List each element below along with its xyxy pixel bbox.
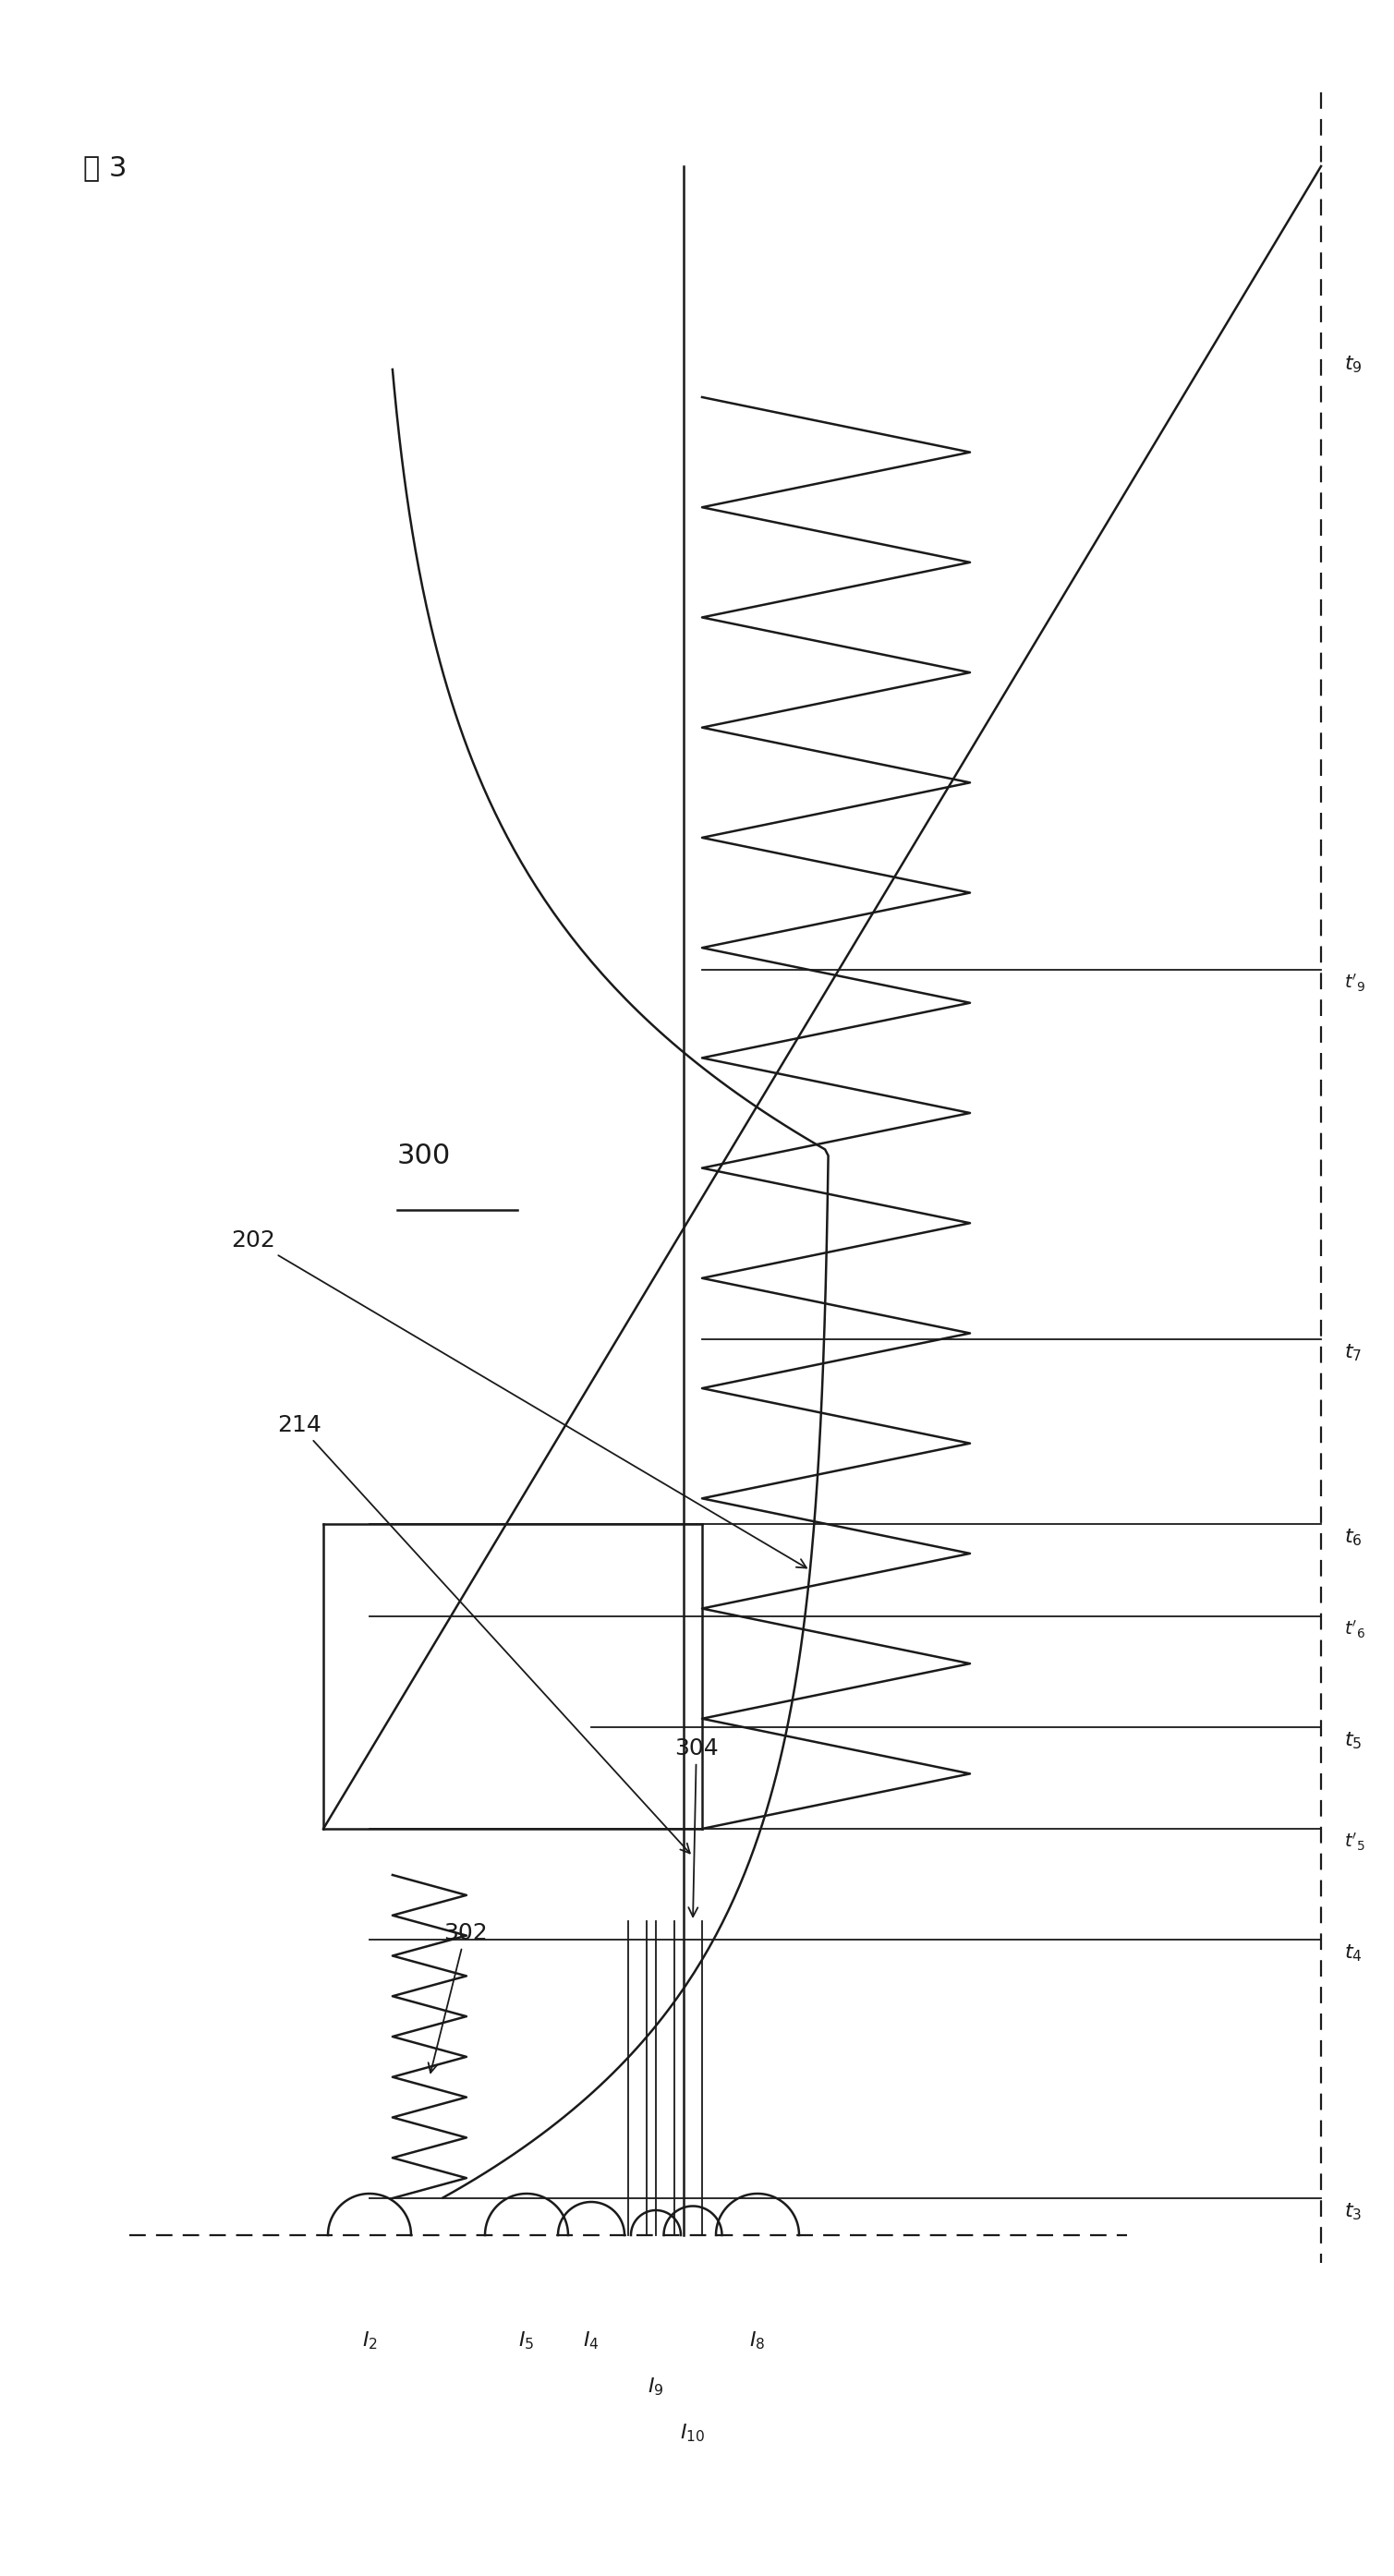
Text: $I_4$: $I_4$ (583, 2329, 599, 2352)
Text: 202: 202 (231, 1229, 807, 1569)
Text: 302: 302 (428, 1922, 488, 2074)
Text: $t'_9$: $t'_9$ (1344, 971, 1366, 994)
Text: $t'_5$: $t'_5$ (1344, 1832, 1365, 1852)
Text: 300: 300 (397, 1144, 452, 1170)
Text: $t_3$: $t_3$ (1344, 2200, 1362, 2223)
Text: 214: 214 (277, 1414, 690, 1852)
Text: $t_4$: $t_4$ (1344, 1942, 1362, 1963)
Text: $t_5$: $t_5$ (1344, 1731, 1362, 1752)
Text: $I_{10}$: $I_{10}$ (680, 2421, 705, 2445)
Text: $t'_6$: $t'_6$ (1344, 1618, 1366, 1641)
Text: $t_9$: $t_9$ (1344, 353, 1362, 374)
Text: $I_8$: $I_8$ (750, 2329, 765, 2352)
Text: $t_7$: $t_7$ (1344, 1342, 1362, 1363)
Text: 304: 304 (675, 1736, 718, 1917)
Text: $t_6$: $t_6$ (1344, 1528, 1362, 1548)
Text: 図 3: 図 3 (84, 155, 127, 180)
Text: $I_2$: $I_2$ (362, 2329, 378, 2352)
Text: $I_9$: $I_9$ (648, 2375, 664, 2398)
Text: $I_5$: $I_5$ (519, 2329, 534, 2352)
